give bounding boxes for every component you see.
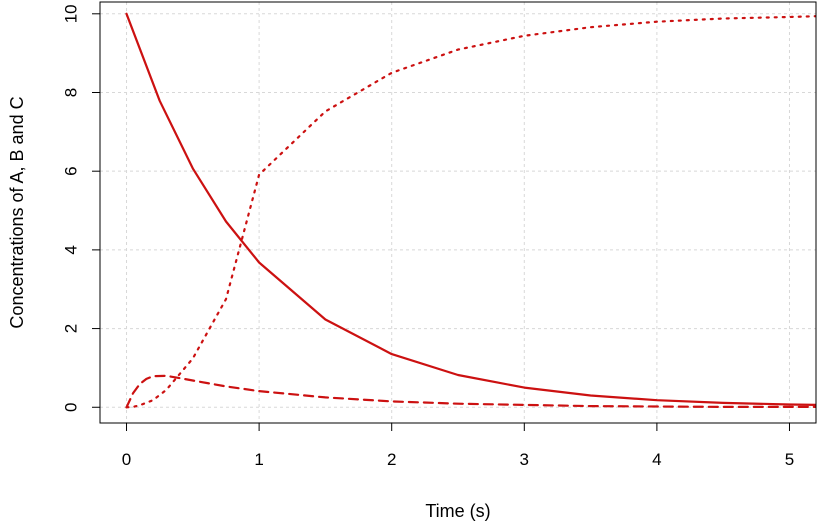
x-tick-label: 3 <box>520 450 529 469</box>
y-tick-label: 2 <box>61 324 80 333</box>
x-axis: 0 1 2 3 4 5 <box>122 423 794 469</box>
x-tick-label: 1 <box>254 450 263 469</box>
x-tick-label: 0 <box>122 450 131 469</box>
y-tick-label: 4 <box>61 245 80 254</box>
y-tick-label: 0 <box>61 403 80 412</box>
x-tick-label: 2 <box>387 450 396 469</box>
grid <box>100 2 816 423</box>
y-tick-label: 8 <box>61 88 80 97</box>
plot-frame <box>99 1 817 424</box>
y-axis-title: Concentrations of A, B and C <box>7 96 27 328</box>
series-line-dotted <box>125 15 816 409</box>
x-tick-label: 5 <box>785 450 794 469</box>
x-axis-title: Time (s) <box>425 501 490 521</box>
series-layer <box>125 12 816 409</box>
x-tick-label: 4 <box>652 450 661 469</box>
series-line-dashed <box>125 374 816 409</box>
series-line-solid <box>125 12 816 406</box>
y-tick-label: 10 <box>61 4 80 23</box>
y-tick-label: 6 <box>61 166 80 175</box>
y-axis: 0 2 4 6 8 10 <box>61 4 100 412</box>
